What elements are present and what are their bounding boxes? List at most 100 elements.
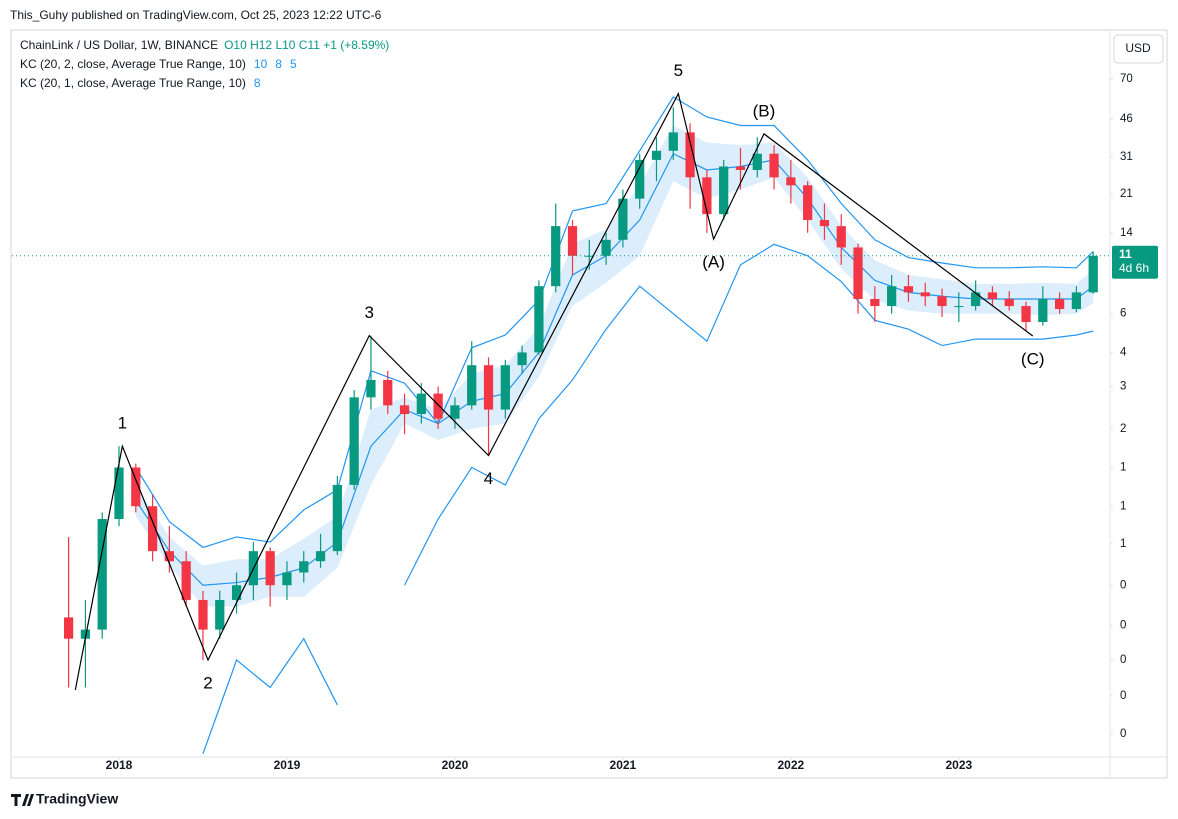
candle-body bbox=[551, 226, 561, 287]
candle-body bbox=[114, 467, 124, 519]
candle-body bbox=[567, 226, 578, 256]
y-tick-label: 1 bbox=[1120, 462, 1126, 474]
y-tick-label: 6 bbox=[1120, 308, 1126, 320]
candle-body bbox=[181, 561, 191, 600]
candle-body bbox=[450, 405, 460, 419]
legend-ohlc: O10 H12 L10 C11 +1 (+8.59%) bbox=[224, 38, 389, 52]
band-lower bbox=[404, 243, 1094, 586]
candle-body bbox=[265, 551, 275, 586]
x-tick-label: 2022 bbox=[778, 758, 805, 772]
candle-body bbox=[534, 286, 544, 353]
wave-line bbox=[74, 91, 1034, 691]
y-tick-label: 4 bbox=[1120, 346, 1127, 358]
candle-body bbox=[887, 286, 897, 307]
plot-area bbox=[12, 91, 1110, 754]
candle-body bbox=[954, 306, 964, 308]
candle-body bbox=[668, 132, 678, 151]
wave-label: (B) bbox=[753, 101, 776, 120]
y-tick-label: 3 bbox=[1120, 381, 1126, 393]
candle-body bbox=[467, 365, 477, 406]
candle-body bbox=[299, 561, 309, 573]
header: This_Guhy published on TradingView.com, … bbox=[10, 8, 382, 22]
candle-body bbox=[282, 572, 292, 586]
y-tick-label: 70 bbox=[1120, 73, 1133, 85]
legend-readout: 8 bbox=[275, 57, 282, 71]
candle-body bbox=[735, 166, 746, 170]
candle-body bbox=[399, 405, 410, 415]
candle-body bbox=[1088, 255, 1098, 293]
y-tick-label: 46 bbox=[1120, 113, 1133, 125]
wave-label: 1 bbox=[118, 414, 127, 433]
candle-body bbox=[635, 159, 645, 199]
candle-body bbox=[685, 132, 695, 178]
candle-body bbox=[147, 506, 158, 552]
wave-label: 3 bbox=[365, 303, 374, 322]
candle-body bbox=[1004, 298, 1014, 307]
y-tick-label: 0 bbox=[1120, 690, 1126, 702]
candle-body bbox=[584, 255, 594, 257]
wave-label: 4 bbox=[484, 469, 493, 488]
logo bbox=[11, 794, 34, 806]
wave-label: (C) bbox=[1021, 350, 1045, 369]
x-tick-label: 2019 bbox=[274, 758, 301, 772]
legend-readout: 5 bbox=[290, 57, 297, 71]
band-upper bbox=[135, 96, 1094, 549]
last-price-label: 11 bbox=[1119, 247, 1132, 261]
candle-body bbox=[517, 352, 527, 366]
candle-body bbox=[231, 585, 242, 600]
wave-label: 5 bbox=[674, 61, 683, 80]
candle-body bbox=[853, 247, 863, 299]
currency[interactable]: USD bbox=[1125, 41, 1151, 55]
candle-body bbox=[483, 365, 494, 410]
candle-body bbox=[332, 484, 342, 552]
candle-body bbox=[920, 292, 930, 297]
candle-body bbox=[618, 198, 628, 240]
candle-body bbox=[719, 166, 729, 215]
candle-body bbox=[1054, 298, 1065, 310]
band-lower bbox=[202, 637, 338, 754]
candle-body bbox=[215, 599, 225, 630]
wave-label: 2 bbox=[203, 674, 212, 693]
candle-body bbox=[987, 292, 998, 299]
candle-body bbox=[1021, 306, 1031, 323]
candle-body bbox=[803, 185, 813, 220]
candle-body bbox=[702, 177, 712, 215]
candle-body bbox=[416, 393, 426, 415]
y-tick-label: 21 bbox=[1120, 188, 1133, 200]
candle-body bbox=[819, 219, 830, 227]
x-tick-label: 2020 bbox=[442, 758, 469, 772]
candle-body bbox=[1038, 298, 1048, 323]
legend-readout: 8 bbox=[254, 76, 261, 90]
y-tick-label: 0 bbox=[1120, 619, 1126, 631]
candle-body bbox=[131, 467, 141, 507]
currency-button[interactable] bbox=[1113, 34, 1164, 64]
candle-body bbox=[366, 379, 376, 398]
candle-body bbox=[63, 617, 74, 639]
candle-body bbox=[383, 379, 393, 406]
y-tick-label: 1 bbox=[1120, 500, 1126, 512]
candle-body bbox=[1071, 292, 1082, 310]
chart-frame bbox=[10, 29, 1168, 779]
y-tick-label: 0 bbox=[1120, 579, 1126, 591]
candle-body bbox=[903, 286, 914, 293]
wave-label: (A) bbox=[702, 253, 725, 272]
legend-readout: 10 bbox=[254, 57, 268, 71]
candle-body bbox=[601, 239, 611, 256]
x-tick-label: 2018 bbox=[106, 758, 133, 772]
x-tick-label: 2021 bbox=[610, 758, 637, 772]
legend-title: ChainLink / US Dollar, 1W, BINANCE bbox=[20, 38, 218, 52]
candle-body bbox=[349, 397, 359, 485]
countdown: 4d 6h bbox=[1119, 261, 1149, 275]
legend-indicator: KC (20, 2, close, Average True Range, 10… bbox=[20, 57, 246, 71]
candle-body bbox=[433, 393, 443, 419]
candle-body bbox=[651, 150, 662, 160]
inner-band bbox=[135, 125, 1094, 607]
y-tick-label: 14 bbox=[1120, 227, 1133, 239]
candle-body bbox=[836, 226, 846, 248]
candle-body bbox=[937, 296, 947, 307]
last-price-badge bbox=[1112, 245, 1158, 279]
candle-body bbox=[97, 518, 107, 630]
candle-body bbox=[164, 551, 175, 562]
candle-body bbox=[80, 629, 91, 639]
candle-body bbox=[870, 298, 880, 307]
